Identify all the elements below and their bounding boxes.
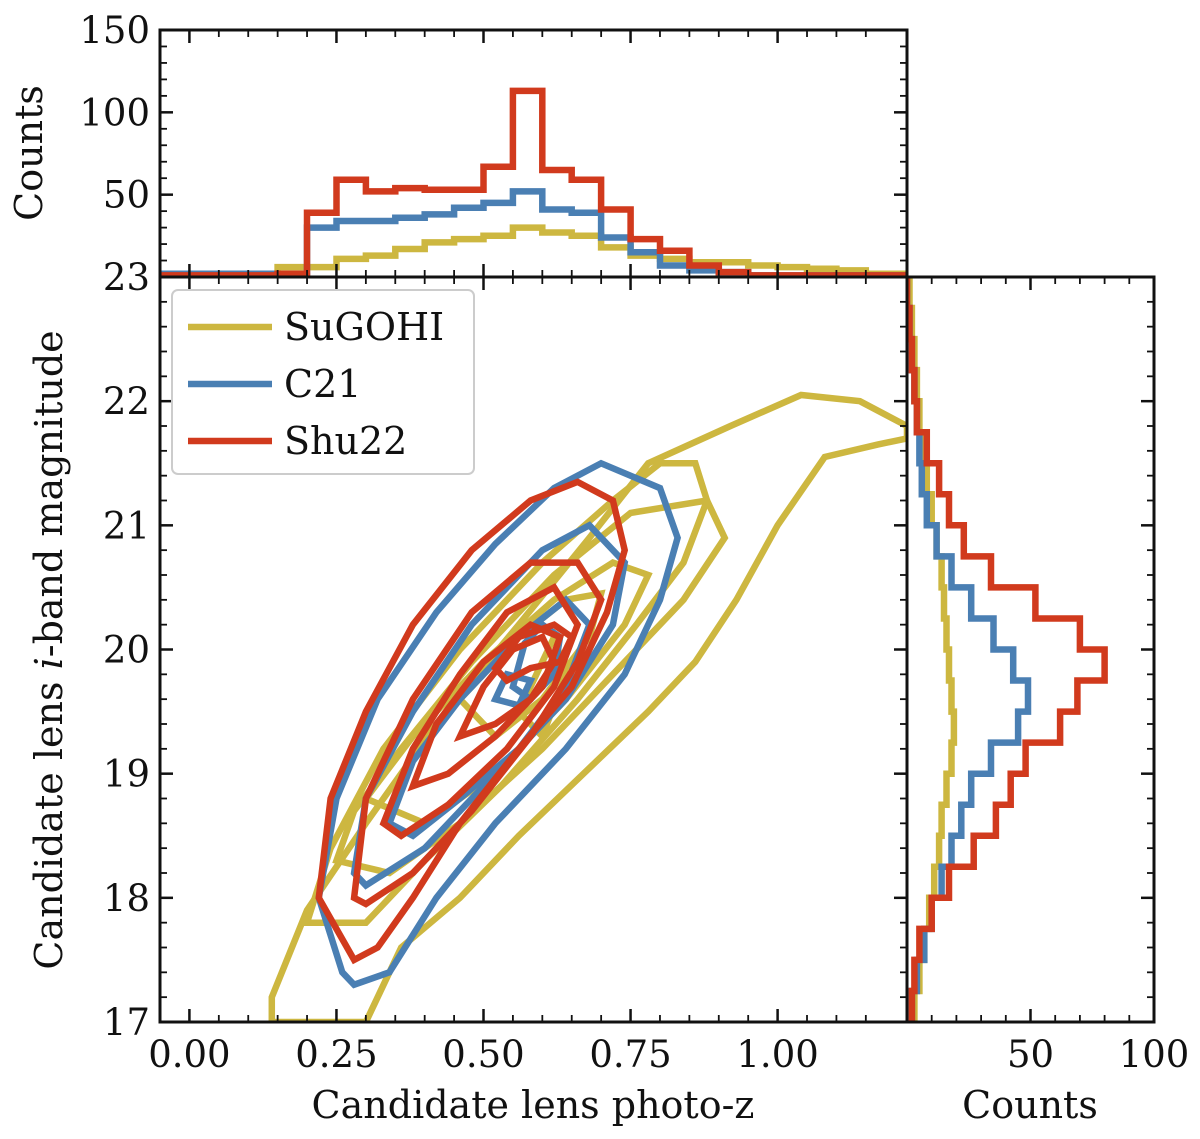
- main-ytick-label: 17: [103, 1001, 150, 1044]
- main-ytick-label: 21: [103, 504, 150, 547]
- main-xtick-label: 0.50: [442, 1033, 524, 1076]
- right-histogram-x-axis-label: Counts: [962, 1083, 1098, 1127]
- top-ytick-label: 50: [103, 174, 150, 217]
- top-histogram-y-axis-label: Counts: [7, 85, 51, 221]
- right-hist-c21: [907, 277, 1032, 1022]
- contour-c21-5: [490, 670, 536, 710]
- main-y-axis-label-prefix: Candidate lens: [27, 669, 71, 969]
- main-x-axis-label: Candidate lens photo-z: [312, 1083, 755, 1127]
- main-contours: [268, 391, 907, 1022]
- main-xtick-label: 0.25: [295, 1033, 377, 1076]
- legend-label-sugohi: SuGOHI: [284, 305, 444, 349]
- main-ytick-label: 19: [103, 753, 150, 796]
- right-histogram-frame: [905, 275, 1156, 1024]
- top-hist-shu22: [160, 87, 907, 277]
- main-xtick-label: 0.75: [589, 1033, 671, 1076]
- contour-shu22-2: [350, 559, 605, 908]
- main-xtick-label: 0.00: [148, 1033, 230, 1076]
- top-histogram-panel: 50 100 150 Counts: [7, 9, 909, 279]
- contour-shu22-4: [407, 620, 565, 792]
- main-ytick-label: 18: [103, 877, 150, 920]
- top-histogram-frame: [158, 28, 909, 279]
- contour-c21-2: [350, 521, 629, 890]
- contour-shu22-1: [315, 478, 629, 965]
- top-histogram-steps: [160, 87, 907, 277]
- legend-label-c21: C21: [284, 362, 361, 406]
- legend: SuGOHI C21 Shu22: [171, 289, 475, 475]
- contour-shu22-3: [379, 583, 582, 840]
- contour-c21-1: [315, 459, 682, 989]
- top-ytick-label: 100: [79, 91, 150, 134]
- main-y-axis-label: Candidate lens i-band magnitude: [27, 330, 71, 969]
- right-hist-shu22: [907, 277, 1108, 1022]
- right-xtick-label: 50: [1007, 1033, 1054, 1076]
- right-histogram-steps: [907, 277, 1108, 1022]
- main-xtick-label: 1.00: [736, 1033, 818, 1076]
- legend-box: [171, 289, 475, 475]
- top-hist-sugohi: [160, 224, 907, 277]
- main-ytick-label: 20: [103, 629, 150, 672]
- top-ytick-label: 150: [79, 9, 150, 52]
- right-xtick-label: 100: [1119, 1033, 1190, 1076]
- contour-shu22-6: [491, 621, 576, 685]
- main-ytick-label: 23: [103, 256, 150, 299]
- right-histogram-panel: 50 100 Counts: [905, 275, 1190, 1127]
- main-panel: 0.00 0.25 0.50 0.75 1.00 17 18 19 20 21 22 23 SuGOH…: [27, 256, 1154, 1127]
- main-y-axis-label-suffix: -band magnitude: [27, 330, 71, 657]
- legend-label-shu22: Shu22: [284, 419, 407, 463]
- contour-shu22-5: [453, 632, 558, 743]
- main-ytick-label: 22: [103, 380, 150, 423]
- main-y-axis-label-italic: i: [27, 657, 71, 669]
- right-histogram-ticks: 50 100: [930, 277, 1190, 1076]
- top-hist-c21: [160, 188, 907, 277]
